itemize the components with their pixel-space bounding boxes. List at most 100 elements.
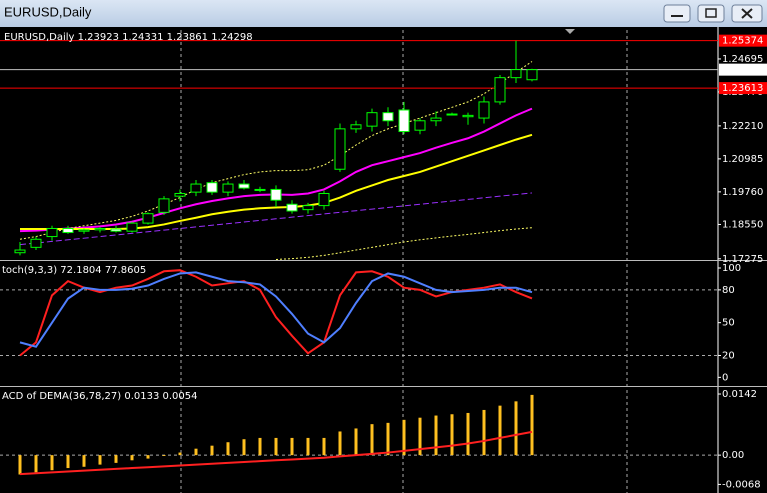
histogram-bar: [386, 422, 390, 456]
window-title: EURUSD,Daily: [4, 4, 92, 19]
price-level-box: [719, 63, 767, 76]
y-tick-label: 1.24695: [722, 54, 763, 65]
window-buttons[interactable]: [663, 4, 763, 23]
histogram-bar: [306, 437, 310, 456]
histogram-bar: [450, 414, 454, 456]
histogram-bar: [354, 428, 358, 456]
candle-body: [206, 182, 218, 193]
histogram-bar: [82, 455, 86, 467]
histogram-bar: [498, 405, 502, 456]
candle-body: [398, 109, 410, 133]
y-tick-label: 0.0142: [722, 389, 757, 400]
title-bar: [0, 0, 767, 27]
candle-body: [78, 229, 90, 232]
y-tick-label: 0: [722, 372, 728, 383]
indicator-line: [19, 271, 533, 348]
histogram-bar: [338, 431, 342, 456]
histogram-bar: [466, 412, 470, 456]
histogram-bar: [530, 394, 534, 456]
price-level-label: 1.24298: [722, 65, 763, 76]
candle-body: [46, 227, 58, 238]
candle-body: [382, 112, 394, 122]
candle-body: [190, 183, 202, 193]
candle-body: [30, 238, 42, 248]
histogram-bar: [482, 409, 486, 456]
histogram-bar: [210, 445, 214, 456]
candle-body: [286, 203, 298, 212]
histogram-bar: [114, 455, 118, 463]
candle-body: [142, 213, 154, 224]
y-tick-label: -0.0068: [722, 479, 761, 490]
chart-title: EURUSD,Daily 1.23923 1.24331 1.23861 1.2…: [4, 32, 253, 43]
candle-body: [318, 192, 330, 207]
candle-body: [366, 112, 378, 127]
histogram-bar: [50, 455, 54, 471]
y-tick-label: 0.00: [722, 450, 744, 461]
indicator-title: toch(9,3,3) 72.1804 77.8605: [2, 265, 146, 276]
price-level-box: [719, 34, 767, 47]
candle-body: [302, 205, 314, 211]
histogram-bar: [226, 442, 230, 456]
y-tick-label: 80: [722, 285, 735, 296]
indicator-title: ACD of DEMA(36,78,27) 0.0133 0.0054: [2, 391, 198, 402]
histogram-bar: [34, 455, 38, 473]
y-tick-label: 100: [722, 263, 741, 274]
histogram-bar: [434, 415, 438, 456]
y-tick-label: 50: [722, 318, 735, 329]
histogram-bar: [18, 455, 22, 475]
candle-body: [14, 249, 26, 254]
candle-body: [510, 69, 522, 79]
histogram-bar: [178, 452, 182, 456]
y-tick-label: 1.22210: [722, 121, 763, 132]
y-tick-label: 1.19760: [722, 187, 763, 198]
vertical-grid: [180, 30, 628, 493]
price-level-box: [719, 82, 767, 95]
candle-body: [238, 183, 250, 189]
maximize-button[interactable]: [697, 4, 725, 23]
minimize-button[interactable]: [663, 4, 691, 23]
histogram-bar: [258, 437, 262, 456]
close-icon: [741, 8, 753, 19]
y-tick-label: 1.18550: [722, 219, 763, 230]
candle-body: [462, 114, 474, 118]
histogram-bar: [242, 439, 246, 456]
candle-body: [174, 192, 186, 197]
candle-body: [94, 227, 106, 231]
histogram-bar: [322, 437, 326, 456]
histogram-bar: [146, 455, 150, 459]
price-level-label: 1.23613: [722, 83, 763, 94]
shift-marker: [565, 29, 575, 34]
price-level-label: 1.25374: [722, 36, 763, 47]
histogram-bar: [418, 417, 422, 456]
indicator-line: [19, 192, 533, 246]
candle-body: [478, 101, 490, 119]
histogram-bar: [274, 437, 278, 456]
indicator-line: [275, 227, 533, 260]
candle-body: [334, 128, 346, 170]
y-tick-label: 1.17275: [722, 254, 763, 265]
candle-body: [254, 188, 266, 191]
y-tick-label: 1.20985: [722, 154, 763, 165]
candle-body: [526, 69, 538, 81]
histogram-bar: [290, 437, 294, 456]
candle-body: [430, 117, 442, 122]
histogram-bar: [370, 424, 374, 456]
histogram-bar: [514, 401, 518, 456]
histogram-bar: [402, 419, 406, 456]
maximize-icon: [705, 8, 717, 18]
candle-body: [446, 113, 458, 116]
candle-body: [126, 222, 138, 232]
candle-body: [62, 227, 74, 234]
axis-area: 1.246951.234701.222101.209851.197601.185…: [718, 34, 767, 490]
candle-body: [158, 198, 170, 213]
histogram-bar: [66, 455, 70, 469]
histogram-bar: [194, 448, 198, 456]
plot-area: [0, 40, 718, 476]
y-tick-label: 20: [722, 350, 735, 361]
candle-body: [222, 183, 234, 193]
candle-body: [110, 228, 122, 232]
histogram-bar: [162, 455, 166, 456]
histogram-bar: [130, 455, 134, 461]
candle-body: [414, 120, 426, 131]
